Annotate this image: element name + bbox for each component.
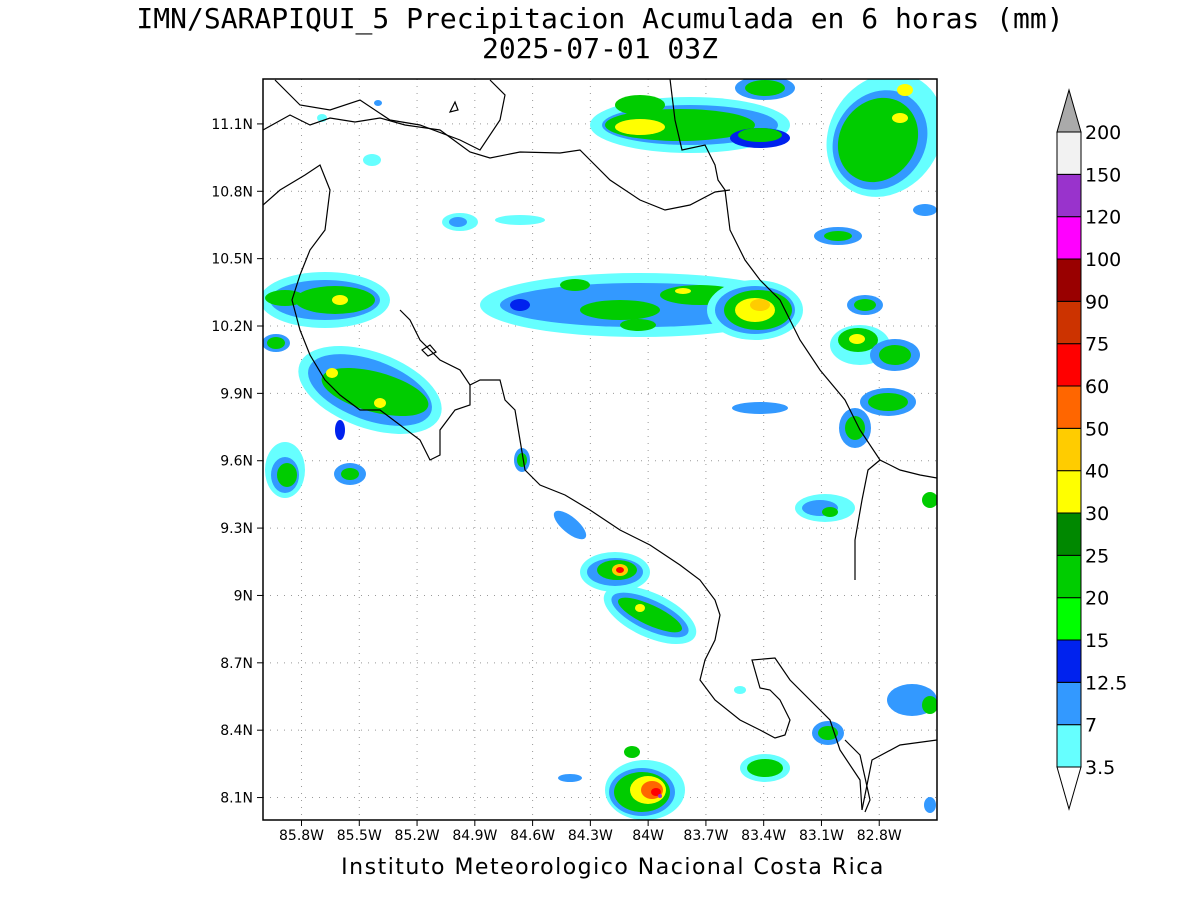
lat-tick-label: 10.2N — [211, 319, 253, 335]
map-title: IMN/SARAPIQUI_5 Precipitacion Acumulada … — [136, 2, 1064, 35]
lon-tick-label: 85.2W — [395, 828, 440, 844]
lon-tick-label: 83.4W — [741, 828, 786, 844]
lon-tick-label: 84W — [632, 828, 664, 844]
colorbar-swatch — [1056, 173, 1082, 218]
lat-tick-label: 9.6N — [220, 454, 253, 470]
colorbar-level-label: 7 — [1085, 715, 1097, 737]
lat-tick-label: 8.4N — [220, 723, 253, 739]
colorbar-level-label: 25 — [1085, 545, 1109, 567]
colorbar-under-arrow — [1056, 766, 1082, 811]
colorbar-level-label: 120 — [1085, 207, 1121, 229]
small-island-2 — [421, 344, 437, 357]
pacific-coast — [263, 164, 863, 811]
lon-tick-label: 85.5W — [337, 828, 382, 844]
colorbar-level-label: 40 — [1085, 461, 1109, 483]
colorbar-level-label: 20 — [1085, 588, 1109, 610]
lon-tick-label: 84.3W — [568, 828, 613, 844]
coastline-and-borders — [263, 79, 937, 813]
lat-tick-label: 11.1N — [211, 117, 253, 133]
lat-tick-label: 8.7N — [220, 656, 253, 672]
panama-coast — [844, 739, 871, 813]
colorbar-swatch — [1056, 131, 1082, 175]
colorbar-swatch — [1056, 554, 1082, 599]
precip-cell-northeast — [730, 79, 937, 197]
precip-cells-south — [514, 448, 937, 820]
colorbar-swatch — [1056, 639, 1082, 683]
colorbar-swatch — [1056, 216, 1082, 260]
lon-tick-label: 83.7W — [683, 828, 728, 844]
colorbar-level-label: 12.5 — [1085, 672, 1127, 694]
lon-tick-label: 82.8W — [857, 828, 902, 844]
map-grid — [263, 79, 937, 820]
panama-border — [854, 459, 937, 811]
colorbar-swatch — [1056, 512, 1082, 556]
map-subtitle-time: 2025-07-01 03Z — [481, 32, 718, 65]
colorbar-level-label: 50 — [1085, 418, 1109, 440]
lon-tick-label: 83.1W — [799, 828, 844, 844]
precipitation-field — [263, 79, 937, 820]
lake-nicaragua — [274, 79, 506, 151]
colorbar-swatch — [1056, 724, 1082, 768]
colorbar-level-label: 150 — [1085, 164, 1121, 186]
precip-band-central — [480, 273, 803, 340]
lon-tick-label: 85.8W — [279, 828, 324, 844]
colorbar-swatch — [1056, 427, 1082, 472]
colorbar-level-label: 90 — [1085, 291, 1109, 313]
map-frame — [262, 78, 938, 821]
colorbar-swatch — [1056, 258, 1082, 302]
colorbar-swatch — [1056, 343, 1082, 387]
colorbar-swatch — [1056, 385, 1082, 429]
colorbar-level-label: 60 — [1085, 376, 1109, 398]
colorbar-swatch — [1056, 470, 1082, 514]
small-island — [448, 100, 459, 113]
lat-tick-label: 10.8N — [211, 184, 253, 200]
colorbar-level-label: 75 — [1085, 334, 1109, 356]
lat-tick-label: 9N — [234, 588, 253, 604]
lat-tick-label: 9.9N — [220, 386, 253, 402]
colorbar-level-label: 200 — [1085, 122, 1121, 144]
lon-tick-label: 84.6W — [510, 828, 555, 844]
colorbar-swatch — [1056, 597, 1082, 641]
border-nicaragua — [263, 114, 731, 211]
colorbar: 3.5 7 12.5 15 20 25 30 40 50 60 75 90 100 120 150 200 — [1056, 88, 1127, 811]
lat-tick-label: 10.5N — [211, 252, 253, 268]
colorbar-swatch — [1056, 681, 1082, 726]
colorbar-level-label: 100 — [1085, 249, 1121, 271]
axis-ticks: 85.8W 85.5W 85.2W 84.9W 84.6W 84.3W 84W 83.7W 83… — [211, 117, 902, 844]
colorbar-level-label: 3.5 — [1085, 757, 1115, 779]
lon-tick-label: 84.9W — [452, 828, 497, 844]
nicoya-gulf — [399, 309, 471, 386]
lat-tick-label: 9.3N — [220, 521, 253, 537]
colorbar-swatch — [1056, 300, 1082, 345]
colorbar-over-arrow — [1056, 88, 1082, 133]
credit-text: Instituto Meteorologico Nacional Costa R… — [341, 855, 885, 880]
colorbar-level-label: 15 — [1085, 630, 1109, 652]
precip-cells-east — [732, 295, 937, 522]
lat-tick-label: 8.1N — [220, 791, 253, 807]
colorbar-level-label: 30 — [1085, 503, 1109, 525]
precip-cells-west — [263, 272, 442, 498]
